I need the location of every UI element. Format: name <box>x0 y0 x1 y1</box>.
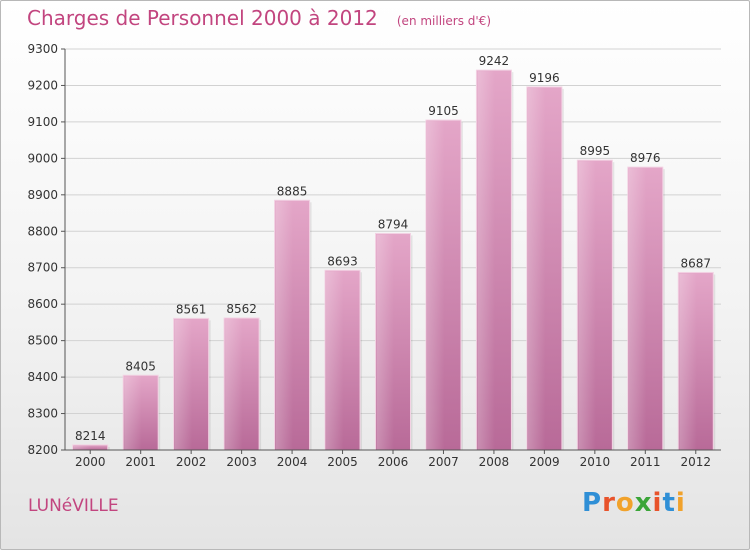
x-tick-label-2002: 2002 <box>176 455 207 469</box>
chart-subtitle: (en milliers d'€) <box>396 14 491 28</box>
data-label-2008: 9242 <box>479 54 510 68</box>
bar-highlight-2005 <box>326 271 344 450</box>
logo-letter: x <box>634 488 653 518</box>
x-tick-label-2000: 2000 <box>75 455 106 469</box>
y-tick-label-9000: 9000 <box>27 151 58 165</box>
data-label-2009: 9196 <box>529 71 560 85</box>
x-tick-label-2008: 2008 <box>479 455 510 469</box>
x-tick-label-2006: 2006 <box>378 455 409 469</box>
bar-highlight-2012 <box>679 273 697 450</box>
data-label-2006: 8794 <box>378 217 409 231</box>
bar-highlight-2006 <box>376 234 394 450</box>
axes-layer: 8200 8300 8400 8500 8600 8700 8800 8900 9000 9100… <box>27 42 721 469</box>
logo-letter: i <box>652 488 663 518</box>
data-label-2002: 8561 <box>176 302 207 316</box>
bar-highlight-2010 <box>578 161 596 450</box>
y-tick-label-8700: 8700 <box>27 261 58 275</box>
data-label-2004: 8885 <box>277 184 308 198</box>
y-tick-label-8400: 8400 <box>27 370 58 384</box>
bar-highlight-2002 <box>174 319 193 450</box>
bar-highlight-2008 <box>477 71 495 450</box>
x-tick-label-2012: 2012 <box>680 455 711 469</box>
data-label-2011: 8976 <box>630 151 661 165</box>
y-tick-label-8200: 8200 <box>27 443 58 457</box>
bars-layer: 8214 8405 8561 8562 8885 8693 8794 9105 9242 9196… <box>72 54 716 451</box>
x-tick-label-2011: 2011 <box>630 455 661 469</box>
x-tick-label-2003: 2003 <box>226 455 257 469</box>
bar-highlight-2000 <box>73 445 92 450</box>
y-tick-label-9300: 9300 <box>27 42 58 56</box>
bar-highlight-2007 <box>426 121 445 450</box>
chart-title-block: Charges de Personnel 2000 à 2012 (en mil… <box>27 6 491 30</box>
bar-highlight-2011 <box>628 168 647 450</box>
city-name: LUNéVILLE <box>28 496 119 516</box>
data-label-2001: 8405 <box>125 359 156 373</box>
x-tick-label-2010: 2010 <box>580 455 611 469</box>
logo-letter: o <box>615 488 635 518</box>
y-tick-label-8300: 8300 <box>27 407 58 421</box>
data-label-2003: 8562 <box>226 302 257 316</box>
x-tick-label-2005: 2005 <box>327 455 358 469</box>
proxiti-logo: Proxiti <box>582 488 686 518</box>
y-tick-label-9200: 9200 <box>27 78 58 92</box>
y-tick-label-9100: 9100 <box>27 115 58 129</box>
logo-letter: t <box>662 488 676 518</box>
bar-highlight-2003 <box>225 319 243 450</box>
bar-highlight-2004 <box>275 201 294 450</box>
x-tick-label-2004: 2004 <box>277 455 308 469</box>
logo-letter: r <box>602 488 616 518</box>
bar-highlight-2009 <box>527 87 546 451</box>
x-tick-label-2007: 2007 <box>428 455 459 469</box>
y-tick-label-8500: 8500 <box>27 334 58 348</box>
y-tick-label-8600: 8600 <box>27 297 58 311</box>
data-label-2005: 8693 <box>327 254 358 268</box>
bar-highlight-2001 <box>124 376 142 450</box>
chart-title: Charges de Personnel 2000 à 2012 <box>27 6 378 30</box>
logo-letter: i <box>675 488 686 518</box>
x-tick-label-2001: 2001 <box>125 455 156 469</box>
x-tick-label-2009: 2009 <box>529 455 560 469</box>
data-label-2000: 8214 <box>75 429 106 443</box>
logo-letter: P <box>582 488 603 518</box>
data-label-2012: 8687 <box>680 256 711 270</box>
y-tick-label-8900: 8900 <box>27 188 58 202</box>
y-tick-label-8800: 8800 <box>27 224 58 238</box>
data-label-2010: 8995 <box>580 144 611 158</box>
data-label-2007: 9105 <box>428 104 459 118</box>
